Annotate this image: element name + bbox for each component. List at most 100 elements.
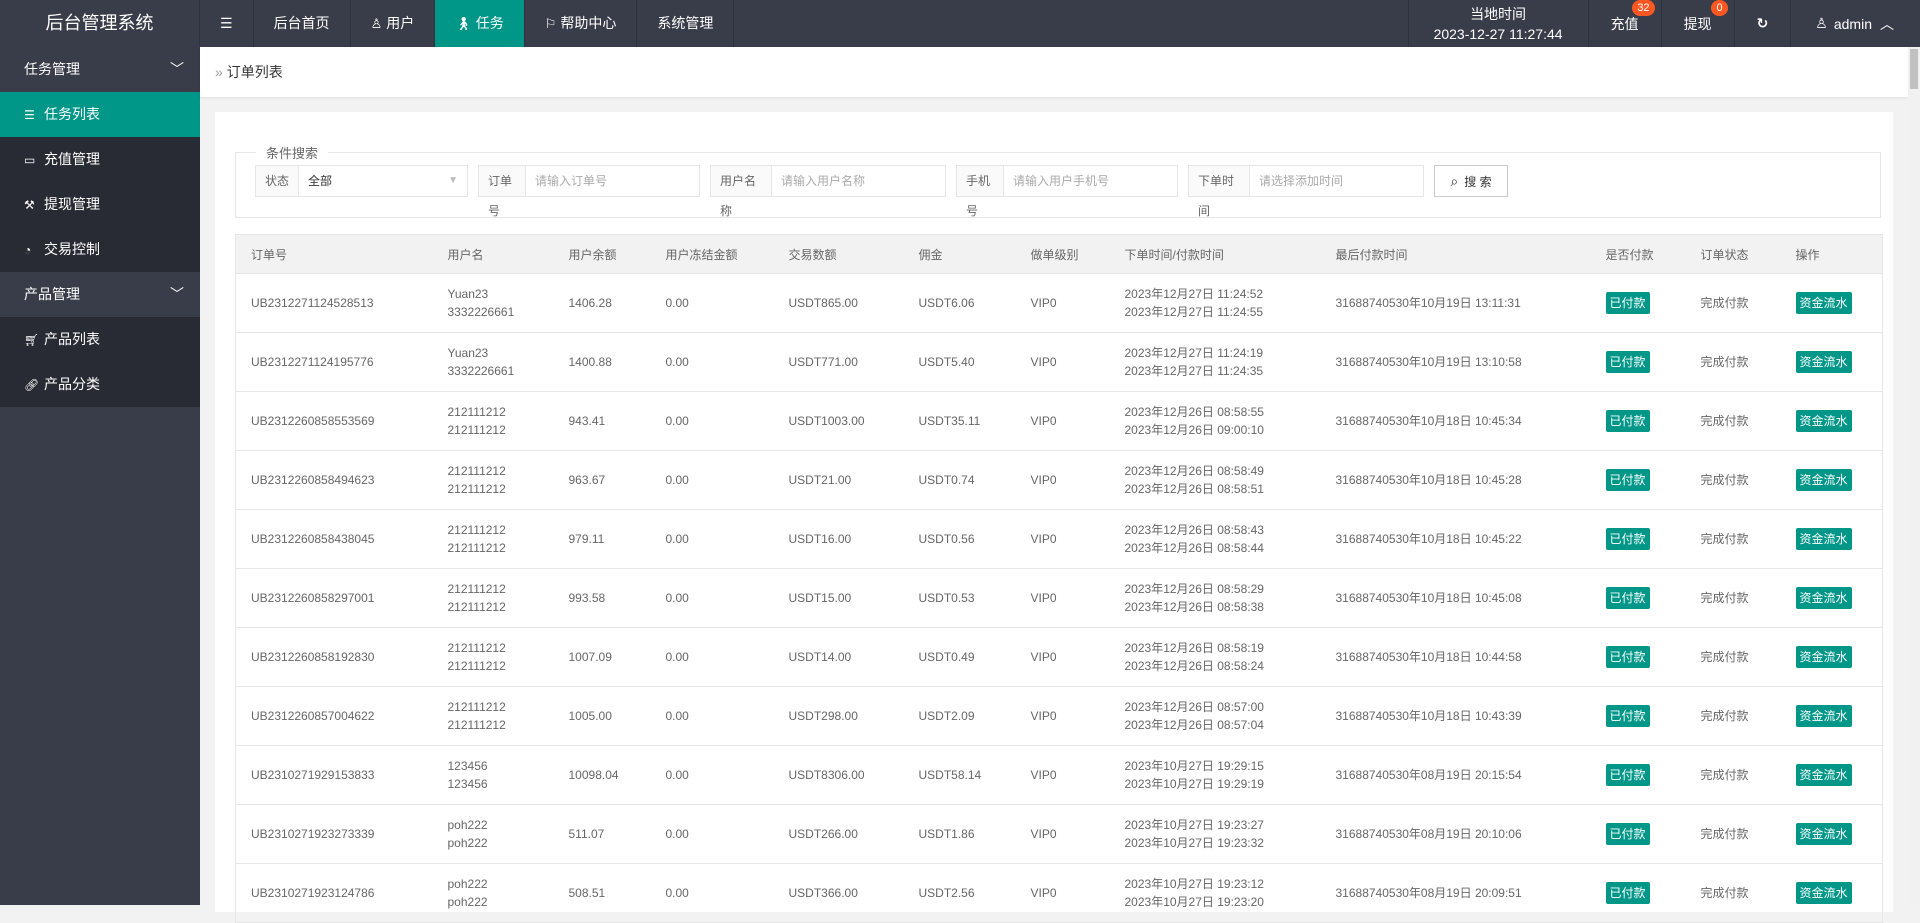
- fund-flow-button[interactable]: 资金流水: [1795, 646, 1852, 668]
- pay-time: 2023年12月27日 11:24:55: [1124, 305, 1264, 319]
- sidebar-item-label: 交易控制: [44, 241, 100, 257]
- clock-value: 2023-12-27 11:27:44: [1433, 25, 1563, 42]
- user-field: 用户名称: [710, 165, 946, 218]
- user-input[interactable]: [772, 166, 945, 196]
- withdraw-button[interactable]: 提现 0: [1660, 0, 1734, 47]
- pay-time: 2023年12月26日 08:57:04: [1124, 718, 1264, 732]
- sidebar-item-0-3[interactable]: ◔ 交易控制: [0, 227, 200, 272]
- table-row: UB2312260858553569 212111212 212111212 943…: [235, 391, 1883, 451]
- fund-flow-button[interactable]: 资金流水: [1795, 410, 1852, 432]
- order-id: UB2312260858553569: [251, 414, 375, 428]
- fund-flow-button[interactable]: 资金流水: [1795, 587, 1852, 609]
- pay-time: 2023年10月27日 19:23:32: [1124, 836, 1264, 850]
- pay-time: 2023年12月26日 08:58:24: [1124, 659, 1264, 673]
- search-button[interactable]: ⌕ 搜 索: [1434, 165, 1508, 197]
- desktop-icon: ▭: [24, 153, 36, 167]
- time-input[interactable]: [1250, 166, 1423, 196]
- commission: USDT2.09: [918, 709, 975, 723]
- table-row: UB2312271124195776 Yuan23 3332226661 1400.…: [235, 332, 1883, 392]
- commission: USDT2.56: [918, 886, 975, 900]
- table-row: UB2312260858297001 212111212 212111212 993…: [235, 568, 1883, 628]
- pay-time: 2023年12月26日 08:58:44: [1124, 541, 1264, 555]
- balance: 993.58: [568, 591, 606, 605]
- paid-badge: 已付款: [1605, 823, 1650, 845]
- flag-icon: ⚐: [544, 16, 557, 31]
- level: VIP0: [1030, 650, 1057, 664]
- sidebar-item-1-0[interactable]: 🛒︎ 产品列表: [0, 317, 200, 362]
- chevron-down-icon: ﹀: [170, 61, 184, 77]
- scrollbar[interactable]: [1908, 47, 1920, 905]
- sidebar-group-1[interactable]: 产品管理 ﹀: [0, 272, 200, 317]
- paid-badge: 已付款: [1605, 764, 1650, 786]
- last-pay-time: 31688740530年10月18日 10:45:28: [1335, 473, 1522, 487]
- table-row: UB2310271923273339 poh222 poh222 511.07 0.0…: [235, 804, 1883, 864]
- sidebar-item-0-2[interactable]: ⚒ 提现管理: [0, 182, 200, 227]
- trade-amount: USDT865.00: [788, 296, 858, 310]
- menu-fold-icon[interactable]: ☰: [200, 0, 254, 47]
- refresh-icon[interactable]: ↻: [1733, 0, 1791, 47]
- order-time: 2023年12月26日 08:58:19: [1124, 641, 1264, 655]
- order-time: 2023年12月26日 08:58:55: [1124, 405, 1264, 419]
- nav-label: 系统管理: [657, 15, 714, 31]
- order-time: 2023年12月27日 11:24:52: [1124, 287, 1264, 301]
- username: Yuan23: [447, 287, 489, 301]
- balance: 511.07: [568, 827, 605, 841]
- paid-badge: 已付款: [1605, 351, 1650, 373]
- sidebar-item-label: 提现管理: [44, 196, 100, 212]
- username: poh222: [447, 818, 488, 832]
- order-id: UB2312260858192830: [251, 650, 375, 664]
- chevron-up-icon: ︿: [1880, 15, 1894, 32]
- time-field: 下单时间: [1188, 165, 1424, 218]
- paid-badge: 已付款: [1605, 292, 1650, 314]
- order-time: 2023年12月27日 11:24:19: [1124, 346, 1264, 360]
- fund-flow-button[interactable]: 资金流水: [1795, 292, 1852, 314]
- order-id: UB2310271929153833: [251, 768, 375, 782]
- fund-flow-button[interactable]: 资金流水: [1795, 528, 1852, 550]
- nav-label: 任务: [475, 15, 504, 31]
- user-menu[interactable]: ♙ admin ︿: [1790, 0, 1920, 47]
- order-status: 完成付款: [1700, 591, 1749, 605]
- nav-4[interactable]: 系统管理: [637, 0, 735, 47]
- commission: USDT6.06: [918, 296, 975, 310]
- level: VIP0: [1030, 532, 1057, 546]
- order-input[interactable]: [526, 166, 699, 196]
- phone-input[interactable]: [1004, 166, 1177, 196]
- caret-down-icon: ▼: [448, 175, 458, 186]
- fund-flow-button[interactable]: 资金流水: [1795, 705, 1852, 727]
- fund-flow-button[interactable]: 资金流水: [1795, 764, 1852, 786]
- pay-time: 2023年12月27日 11:24:35: [1124, 364, 1264, 378]
- logo: 后台管理系统: [0, 0, 200, 47]
- nav-0[interactable]: 后台首页: [254, 0, 351, 47]
- nav-label: 帮助中心: [560, 15, 617, 31]
- fund-flow-button[interactable]: 资金流水: [1795, 469, 1852, 491]
- frozen-amount: 0.00: [665, 709, 689, 723]
- user-phone: 212111212: [447, 718, 506, 732]
- commission: USDT58.14: [918, 768, 982, 782]
- order-time: 2023年12月26日 08:58:43: [1124, 523, 1264, 537]
- status-select[interactable]: 状态 全部 ▼: [255, 165, 468, 197]
- user-phone: 212111212: [447, 600, 506, 614]
- order-time: 2023年12月26日 08:58:49: [1124, 464, 1264, 478]
- fund-flow-button[interactable]: 资金流水: [1795, 823, 1852, 845]
- recharge-button[interactable]: 充值 32: [1587, 0, 1661, 47]
- column-header: 是否付款: [1590, 234, 1686, 274]
- sidebar-group-0[interactable]: 任务管理 ﹀: [0, 47, 200, 92]
- nav-2[interactable]: 🚶︎ 任务: [435, 0, 525, 47]
- user-phone: 123456: [447, 777, 488, 791]
- link-icon: 🔗︎: [24, 378, 40, 392]
- nav-1[interactable]: ♙ 用户: [351, 0, 436, 47]
- sidebar-item-0-1[interactable]: ▭ 充值管理: [0, 137, 200, 182]
- order-status: 完成付款: [1700, 650, 1749, 664]
- time-label: 下单时间: [1189, 166, 1250, 218]
- sidebar-item-1-1[interactable]: 🔗︎ 产品分类: [0, 362, 200, 407]
- fund-flow-button[interactable]: 资金流水: [1795, 351, 1852, 373]
- scrollbar-thumb[interactable]: [1910, 49, 1918, 89]
- nav-3[interactable]: ⚐ 帮助中心: [525, 0, 638, 47]
- column-header: 操作: [1780, 234, 1883, 274]
- level: VIP0: [1030, 709, 1057, 723]
- column-header: 最后付款时间: [1320, 234, 1591, 274]
- fund-flow-button[interactable]: 资金流水: [1795, 882, 1852, 904]
- order-status: 完成付款: [1700, 532, 1749, 546]
- sidebar-item-0-0[interactable]: ☰ 任务列表: [0, 92, 200, 137]
- order-status: 完成付款: [1700, 355, 1749, 369]
